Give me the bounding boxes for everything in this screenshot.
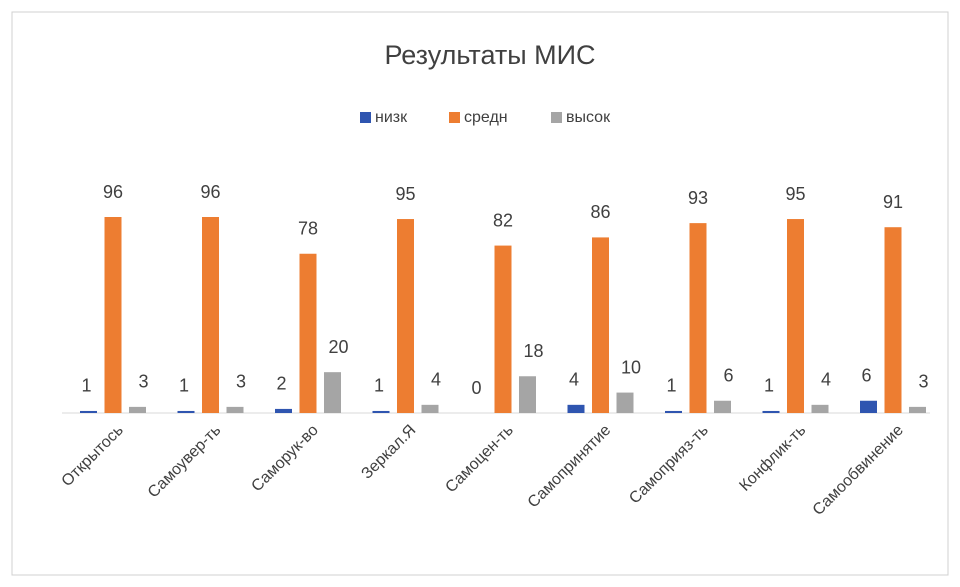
bar (787, 219, 804, 413)
legend-label: низк (375, 109, 408, 126)
bar (714, 400, 731, 413)
bar (397, 219, 414, 413)
value-label: 4 (431, 370, 441, 390)
bar (177, 410, 195, 413)
legend-swatch (551, 112, 562, 123)
value-label: 20 (328, 337, 348, 357)
value-label: 0 (471, 378, 481, 398)
value-label: 18 (523, 341, 543, 361)
bar (104, 217, 122, 413)
bar (616, 392, 634, 413)
legend-label: высок (566, 109, 611, 126)
legend-swatch (449, 112, 460, 123)
value-label: 1 (81, 376, 91, 396)
chart-title: Результаты МИС (384, 40, 595, 70)
legend-label: средн (464, 109, 508, 126)
value-label: 2 (276, 374, 286, 394)
bar (884, 227, 902, 413)
bar (811, 404, 829, 413)
bar (421, 404, 439, 413)
value-label: 96 (200, 182, 220, 202)
legend-swatch (360, 112, 371, 123)
value-label: 82 (493, 210, 513, 230)
bar (372, 410, 390, 413)
bar (494, 245, 512, 413)
value-label: 95 (785, 184, 805, 204)
value-label: 1 (374, 376, 384, 396)
value-label: 78 (298, 219, 318, 239)
value-label: 91 (883, 192, 903, 212)
bar (860, 400, 877, 413)
value-label: 95 (395, 184, 415, 204)
value-label: 6 (861, 366, 871, 386)
bar (519, 376, 536, 413)
bar (762, 410, 780, 413)
value-label: 1 (666, 376, 676, 396)
bar (275, 408, 292, 413)
value-label: 3 (236, 372, 246, 392)
bar (665, 410, 682, 413)
value-label: 10 (621, 357, 641, 377)
bar (226, 406, 244, 413)
bar (909, 406, 926, 413)
value-label: 93 (688, 188, 708, 208)
value-label: 6 (723, 366, 733, 386)
bar (592, 237, 609, 413)
value-label: 3 (138, 372, 148, 392)
value-label: 4 (569, 370, 579, 390)
value-label: 3 (918, 372, 928, 392)
bar (567, 404, 585, 413)
bar (689, 223, 707, 413)
value-label: 86 (590, 202, 610, 222)
bar (129, 406, 146, 413)
value-label: 1 (179, 376, 189, 396)
value-label: 96 (103, 182, 123, 202)
bar (324, 372, 341, 413)
bar (202, 217, 219, 413)
value-label: 4 (821, 370, 831, 390)
bar (299, 253, 317, 413)
bar (80, 410, 97, 413)
value-label: 1 (764, 376, 774, 396)
